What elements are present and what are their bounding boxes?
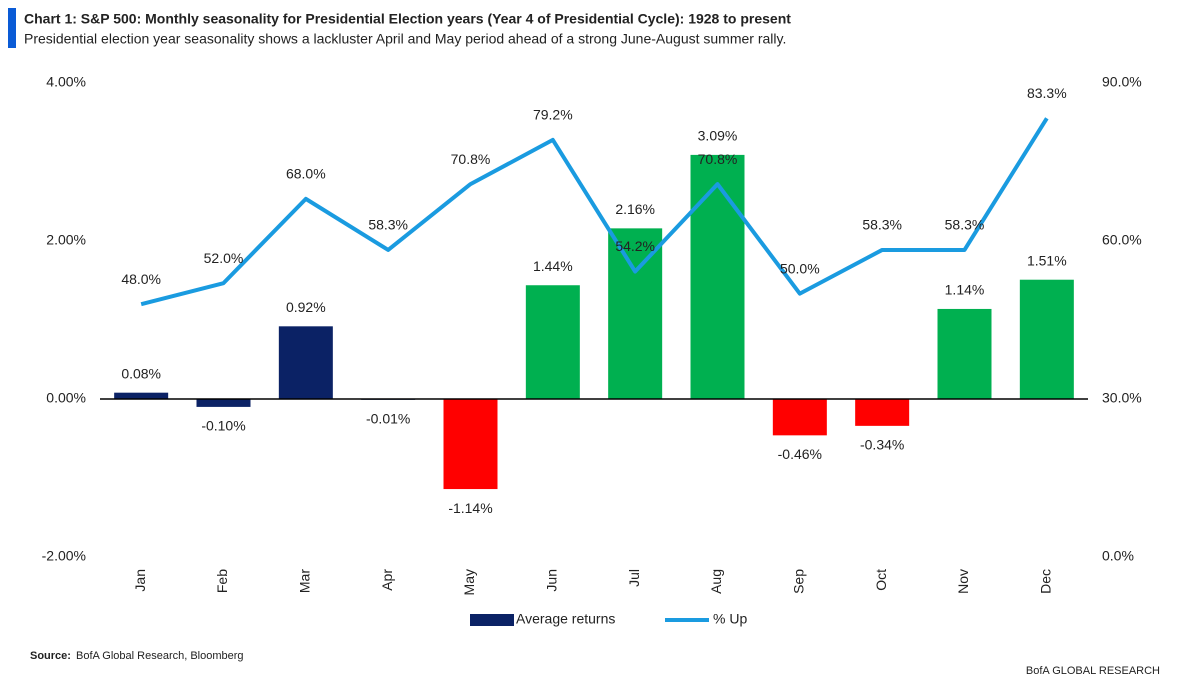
data-label: -0.01% <box>366 410 410 426</box>
branding: BofA GLOBAL RESEARCH <box>1026 665 1160 677</box>
y-tick-label: 4.00% <box>46 74 86 90</box>
x-tick-label: May <box>461 569 477 595</box>
title-marker <box>8 8 16 48</box>
data-label: 1.14% <box>945 282 985 298</box>
data-label: 79.2% <box>533 107 573 123</box>
y2-tick-label: 30.0% <box>1102 390 1142 406</box>
x-tick-label: Sep <box>791 569 807 594</box>
bar <box>196 399 251 407</box>
data-label: -0.34% <box>860 437 904 453</box>
data-label: 70.8% <box>451 151 491 167</box>
data-label: -1.14% <box>448 500 492 516</box>
legend-label: Average returns <box>516 611 615 627</box>
x-tick-label: Nov <box>955 569 971 594</box>
x-tick-label: Jan <box>132 569 148 592</box>
data-label: 3.09% <box>698 128 738 144</box>
data-label: 1.44% <box>533 258 573 274</box>
y2-tick-label: 90.0% <box>1102 74 1142 90</box>
bar <box>443 399 498 490</box>
bar <box>278 326 333 399</box>
bar <box>608 228 663 399</box>
bar <box>690 154 745 399</box>
chart-subtitle: Presidential election year seasonality s… <box>24 31 786 47</box>
data-label: 68.0% <box>286 166 326 182</box>
data-label: 58.3% <box>368 217 408 233</box>
data-label: 54.2% <box>615 238 655 254</box>
x-tick-label: Mar <box>297 569 313 593</box>
bar <box>1019 279 1074 399</box>
line <box>140 117 1049 307</box>
data-label: 70.8% <box>698 151 738 167</box>
y2-tick-label: 60.0% <box>1102 232 1142 248</box>
bar <box>772 399 827 436</box>
data-label: 1.51% <box>1027 252 1067 268</box>
x-tick-label: Aug <box>708 569 724 594</box>
data-label: 58.3% <box>945 217 985 233</box>
x-tick-label: Feb <box>214 569 230 593</box>
y-tick-label: 2.00% <box>46 232 86 248</box>
data-label: -0.10% <box>201 418 245 434</box>
data-label: 52.0% <box>204 250 244 266</box>
bar <box>114 392 169 399</box>
x-tick-label: Jul <box>626 569 642 587</box>
bar <box>855 399 910 426</box>
x-tick-label: Apr <box>379 569 395 591</box>
y-tick-label: -2.00% <box>42 548 86 564</box>
x-tick-label: Jun <box>544 569 560 592</box>
x-tick-label: Oct <box>873 569 889 591</box>
source-label: Source: <box>30 650 71 662</box>
data-label: 0.92% <box>286 299 326 315</box>
y2-tick-label: 0.0% <box>1102 548 1134 564</box>
bar <box>937 308 992 399</box>
data-label: -0.46% <box>778 446 822 462</box>
data-label: 58.3% <box>862 217 902 233</box>
data-label: 2.16% <box>615 201 655 217</box>
chart-title: Chart 1: S&P 500: Monthly seasonality fo… <box>24 11 791 27</box>
y-tick-label: 0.00% <box>46 390 86 406</box>
legend-swatch <box>470 614 514 626</box>
data-label: 48.0% <box>121 271 161 287</box>
data-label: 83.3% <box>1027 85 1067 101</box>
data-label: 50.0% <box>780 260 820 276</box>
data-label: 0.08% <box>121 365 161 381</box>
bar <box>525 285 580 399</box>
source: BofA Global Research, Bloomberg <box>76 650 244 662</box>
legend-label: % Up <box>713 611 747 627</box>
x-tick-label: Dec <box>1038 569 1054 594</box>
